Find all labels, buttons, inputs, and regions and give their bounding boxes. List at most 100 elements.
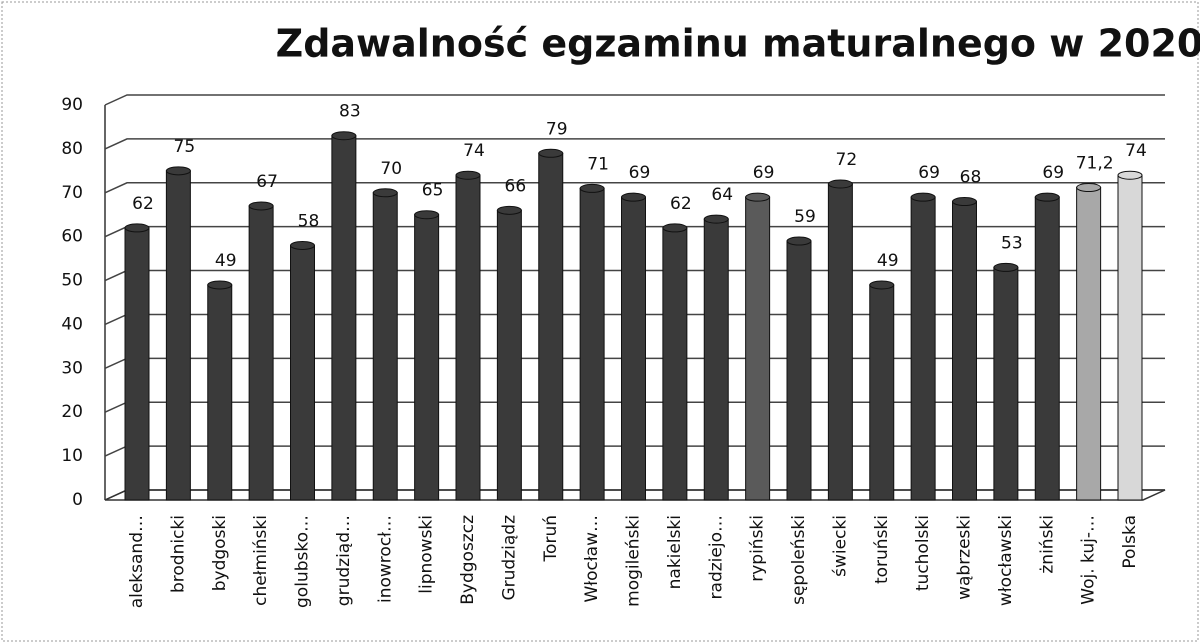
bar-top bbox=[331, 131, 357, 141]
grid-line bbox=[104, 138, 1165, 150]
bar bbox=[207, 284, 233, 501]
x-tick-label: Woj. kuj-… bbox=[1079, 515, 1099, 605]
x-tick-label: żniński bbox=[1037, 515, 1057, 574]
bar-top bbox=[496, 205, 522, 215]
bar-top bbox=[372, 188, 398, 198]
x-tick-label: świecki bbox=[830, 515, 850, 577]
value-label: 68 bbox=[960, 168, 982, 188]
y-tick-label: 50 bbox=[61, 271, 83, 291]
x-tick-label: grudziąd… bbox=[334, 515, 354, 606]
bar bbox=[993, 266, 1019, 501]
y-tick-label: 0 bbox=[72, 490, 83, 510]
value-label: 71 bbox=[587, 154, 609, 174]
y-tick-label: 80 bbox=[61, 139, 83, 159]
bar bbox=[538, 152, 564, 501]
bar bbox=[124, 227, 150, 501]
bar-top bbox=[827, 179, 853, 189]
value-label: 74 bbox=[463, 141, 485, 161]
value-label: 59 bbox=[794, 207, 816, 227]
bar bbox=[1076, 187, 1102, 501]
chart-title: Zdawalność egzaminu maturalnego w 2020 r… bbox=[276, 22, 1200, 66]
x-tick-label: Bydgoszcz bbox=[458, 515, 478, 605]
value-label: 83 bbox=[339, 102, 361, 122]
bar-top bbox=[952, 197, 977, 207]
bar-top bbox=[869, 280, 895, 290]
bar-top bbox=[124, 223, 150, 233]
value-label: 49 bbox=[215, 251, 237, 271]
x-tick-label: toruński bbox=[872, 515, 892, 584]
bar-top bbox=[290, 240, 315, 250]
bar bbox=[290, 244, 315, 501]
bar bbox=[1034, 196, 1060, 501]
x-tick-label: Toruń bbox=[541, 515, 561, 562]
bar-top bbox=[745, 192, 771, 202]
bar bbox=[621, 196, 646, 501]
bar-top bbox=[786, 236, 812, 246]
bar bbox=[662, 227, 688, 501]
bar bbox=[331, 135, 357, 501]
value-label: 75 bbox=[174, 137, 196, 157]
x-tick-label: rypiński bbox=[748, 515, 768, 582]
x-tick-label: Włocław… bbox=[582, 515, 602, 603]
bar bbox=[1117, 174, 1143, 501]
value-label: 71,2 bbox=[1076, 154, 1114, 174]
value-label: 69 bbox=[918, 163, 940, 183]
bar-top bbox=[1117, 170, 1143, 180]
x-tick-label: wąbrzeski bbox=[955, 515, 975, 600]
x-tick-label: brodnicki bbox=[168, 515, 188, 593]
value-label: 69 bbox=[753, 163, 775, 183]
y-tick-label: 10 bbox=[61, 446, 83, 466]
x-tick-label: lipnowski bbox=[417, 515, 437, 594]
x-tick-label: Polska bbox=[1120, 515, 1140, 569]
bar bbox=[869, 284, 895, 501]
value-label: 53 bbox=[1001, 233, 1023, 253]
y-tick-label: 70 bbox=[61, 183, 83, 203]
x-tick-label: bydgoski bbox=[210, 515, 230, 591]
x-tick-label: nakielski bbox=[665, 515, 685, 589]
bar bbox=[496, 209, 522, 501]
bar-top bbox=[579, 183, 605, 193]
bar bbox=[786, 240, 812, 501]
value-label: 64 bbox=[711, 185, 733, 205]
value-label: 67 bbox=[256, 172, 278, 192]
value-label: 65 bbox=[422, 181, 444, 201]
bar bbox=[703, 218, 729, 501]
bar-top bbox=[1076, 183, 1102, 193]
bar bbox=[745, 196, 771, 501]
x-tick-label: inowrocł… bbox=[375, 515, 395, 603]
value-label: 62 bbox=[132, 194, 154, 214]
bar-top bbox=[1034, 192, 1060, 202]
bar-top bbox=[993, 262, 1019, 272]
bar bbox=[579, 187, 605, 501]
x-tick-label: Grudziądz bbox=[499, 515, 519, 601]
x-tick-label: chełmiński bbox=[251, 515, 271, 606]
x-tick-label: włocławski bbox=[996, 515, 1016, 606]
y-tick-label: 20 bbox=[61, 402, 83, 422]
value-label: 74 bbox=[1125, 141, 1147, 161]
y-tick-label: 60 bbox=[61, 227, 83, 247]
value-label: 79 bbox=[546, 119, 568, 139]
grid-line bbox=[104, 94, 1165, 106]
x-tick-label: aleksand… bbox=[127, 515, 147, 608]
y-tick-label: 90 bbox=[61, 95, 83, 115]
bar bbox=[372, 192, 398, 501]
value-label: 49 bbox=[877, 251, 899, 271]
bar bbox=[455, 174, 481, 501]
value-label: 62 bbox=[670, 194, 692, 214]
value-label: 70 bbox=[380, 159, 402, 179]
x-tick-label: tucholski bbox=[913, 515, 933, 591]
bar-top bbox=[538, 148, 564, 158]
bar-top bbox=[662, 223, 688, 233]
bar bbox=[248, 205, 274, 501]
bar bbox=[910, 196, 936, 501]
value-label: 72 bbox=[836, 150, 858, 170]
bar-top bbox=[703, 214, 729, 224]
x-tick-label: mogileński bbox=[624, 515, 644, 607]
y-tick-label: 40 bbox=[61, 314, 83, 334]
bar bbox=[165, 170, 191, 501]
bar-top bbox=[165, 166, 191, 176]
bar-top bbox=[248, 201, 274, 211]
bar-top bbox=[207, 280, 233, 290]
